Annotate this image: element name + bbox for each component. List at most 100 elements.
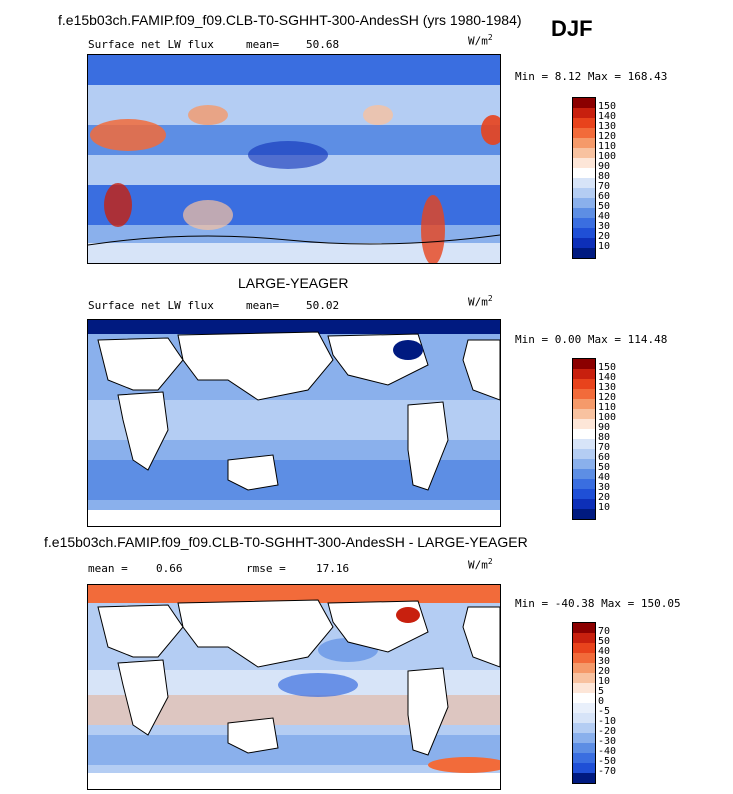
- panel3-colorbar-cell: [573, 673, 595, 683]
- panel2-colorbar-cell: [573, 499, 595, 509]
- panel1-colorbar-tick-label: 110: [598, 141, 617, 152]
- panel3-minmax: Min = -40.38 Max = 150.05: [515, 597, 681, 610]
- panel1-variable-label: Surface net LW flux: [88, 38, 214, 51]
- panel2-colorbar-tick-label: 130: [598, 382, 617, 393]
- panel2-colorbar-tick-label: 30: [598, 482, 611, 493]
- panel2-units: W/m2: [468, 294, 493, 309]
- panel1-colorbar: [572, 97, 596, 259]
- panel3-map-svg: [88, 585, 500, 789]
- panel2-minmax: Min = 0.00 Max = 114.48: [515, 333, 668, 346]
- panel3-units: W/m2: [468, 557, 493, 572]
- panel3-colorbar-cell: [573, 623, 595, 633]
- panel2-colorbar-tick-label: 140: [598, 372, 617, 383]
- panel3-colorbar-cell: [573, 653, 595, 663]
- panel3-colorbar-cell: [573, 713, 595, 723]
- panel1-colorbar-tick-label: 60: [598, 191, 611, 202]
- season-label: DJF: [551, 16, 593, 41]
- panel1-colorbar-tick-label: 130: [598, 121, 617, 132]
- panel2-colorbar-tick-label: 80: [598, 432, 611, 443]
- panel1-colorbar-cell: [573, 118, 595, 128]
- panel2-colorbar-cell: [573, 369, 595, 379]
- panel1-colorbar-cell: [573, 128, 595, 138]
- panel1-map: [87, 54, 501, 264]
- panel2-units-sup: 2: [487, 294, 493, 303]
- panel3-colorbar-tick-label: -70: [598, 766, 617, 777]
- panel3-colorbar-cell: [573, 703, 595, 713]
- panel1-colorbar-cell: [573, 238, 595, 248]
- panel2-colorbar-cell: [573, 449, 595, 459]
- panel3-colorbar-tick-label: 30: [598, 656, 611, 667]
- panel2-colorbar-cell: [573, 489, 595, 499]
- panel3-colorbar-cell: [573, 733, 595, 743]
- panel3-colorbar-tick-label: -10: [598, 716, 617, 727]
- panel3-units-sup: 2: [487, 557, 493, 566]
- panel3-colorbar-tick-label: 20: [598, 666, 611, 677]
- panel3-colorbar-tick-label: -50: [598, 756, 617, 767]
- panel3-colorbar-cell: [573, 743, 595, 753]
- panel1-colorbar-cell: [573, 188, 595, 198]
- panel3-colorbar: [572, 622, 596, 784]
- panel3-colorbar-tick-label: -20: [598, 726, 617, 737]
- panel2-colorbar-cell: [573, 379, 595, 389]
- panel2-colorbar: [572, 358, 596, 520]
- panel2-colorbar-tick-label: 90: [598, 422, 611, 433]
- panel3-colorbar-cell: [573, 763, 595, 773]
- panel1-mean-value: 50.68: [306, 38, 340, 51]
- panel2-colorbar-tick-label: 40: [598, 472, 611, 483]
- panel1-colorbar-tick-label: 120: [598, 131, 617, 142]
- panel2-mean-value: 50.02: [306, 299, 340, 312]
- panel1-colorbar-cell: [573, 208, 595, 218]
- panel3-colorbar-tick-label: 40: [598, 646, 611, 657]
- panel1-colorbar-cell: [573, 98, 595, 108]
- panel2-colorbar-tick-label: 150: [598, 362, 617, 373]
- panel1-mean-label: mean=: [246, 38, 280, 51]
- panel1-colorbar-tick-label: 50: [598, 201, 611, 212]
- panel2-mean-label: mean=: [246, 299, 280, 312]
- panel2-map-svg: [88, 320, 500, 526]
- panel2-variable-label: Surface net LW flux: [88, 299, 214, 312]
- panel1-colorbar-cell: [573, 198, 595, 208]
- panel3-colorbar-tick-label: 0: [598, 696, 605, 707]
- panel1-colorbar-cell: [573, 168, 595, 178]
- panel3-rmse-value: 17.16: [316, 562, 350, 575]
- panel3-rmse-label: rmse =: [246, 562, 286, 575]
- panel3-mean-value: 0.66: [156, 562, 183, 575]
- panel2-units-text: W/m: [468, 295, 488, 309]
- panel2-colorbar-cell: [573, 479, 595, 489]
- panel3-colorbar-tick-label: 50: [598, 636, 611, 647]
- panel1-colorbar-tick-label: 80: [598, 171, 611, 182]
- panel3-map: [87, 584, 501, 790]
- panel2-colorbar-cell: [573, 509, 595, 519]
- panel2-colorbar-cell: [573, 359, 595, 369]
- panel1-units-text: W/m: [468, 34, 488, 48]
- panel1-colorbar-cell: [573, 228, 595, 238]
- panel2-map: [87, 319, 501, 527]
- panel1-map-svg: [88, 55, 500, 263]
- panel3-colorbar-cell: [573, 773, 595, 783]
- panel1-colorbar-tick-label: 30: [598, 221, 611, 232]
- panel3-title: f.e15b03ch.FAMIP.f09_f09.CLB-T0-SGHHT-30…: [44, 534, 528, 550]
- panel2-colorbar-tick-label: 50: [598, 462, 611, 473]
- panel1-colorbar-cell: [573, 248, 595, 258]
- panel1-title: f.e15b03ch.FAMIP.f09_f09.CLB-T0-SGHHT-30…: [58, 12, 522, 28]
- panel2-colorbar-tick-label: 10: [598, 502, 611, 513]
- panel3-colorbar-tick-label: 10: [598, 676, 611, 687]
- panel1-colorbar-tick-label: 40: [598, 211, 611, 222]
- panel2-colorbar-cell: [573, 439, 595, 449]
- panel1-colorbar-tick-label: 20: [598, 231, 611, 242]
- panel1-colorbar-cell: [573, 108, 595, 118]
- panel3-colorbar-tick-label: 70: [598, 626, 611, 637]
- panel3-colorbar-cell: [573, 643, 595, 653]
- panel2-title: LARGE-YEAGER: [238, 275, 349, 291]
- panel3-colorbar-cell: [573, 633, 595, 643]
- panel3-mean-label: mean =: [88, 562, 128, 575]
- panel2-colorbar-cell: [573, 469, 595, 479]
- panel2-colorbar-tick-label: 120: [598, 392, 617, 403]
- panel1-minmax: Min = 8.12 Max = 168.43: [515, 70, 668, 83]
- panel1-colorbar-cell: [573, 138, 595, 148]
- panel1-colorbar-cell: [573, 148, 595, 158]
- panel1-colorbar-cell: [573, 178, 595, 188]
- panel2-colorbar-tick-label: 100: [598, 412, 617, 423]
- panel3-colorbar-cell: [573, 723, 595, 733]
- panel2-colorbar-cell: [573, 459, 595, 469]
